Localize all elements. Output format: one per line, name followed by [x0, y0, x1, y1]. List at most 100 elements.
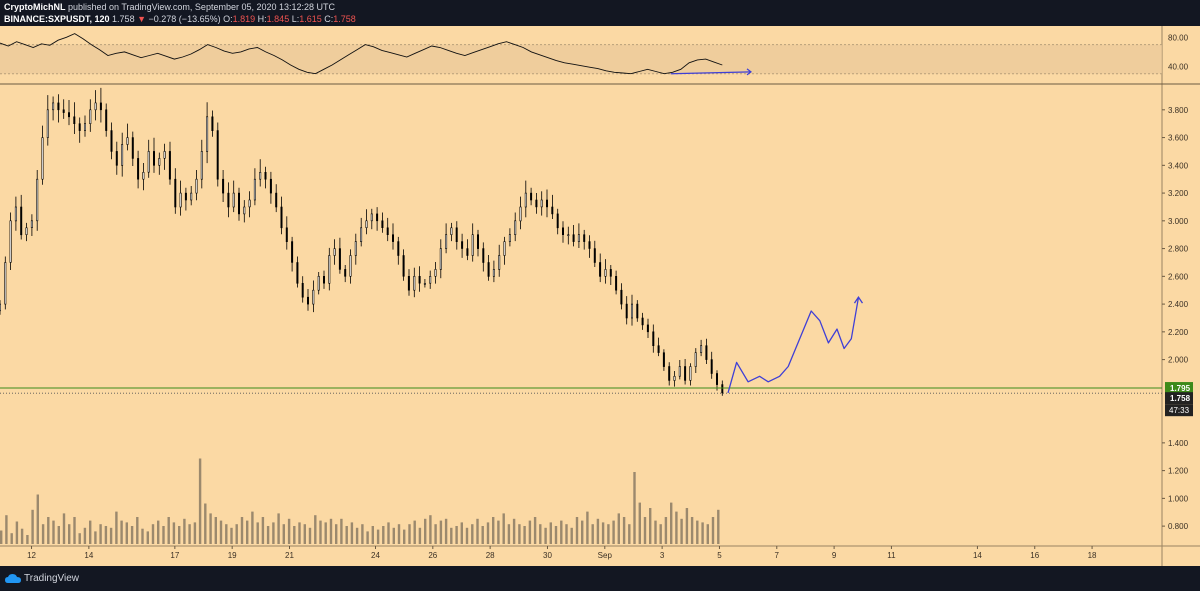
chart-area[interactable]: 3.800 3.600 3.400 3.200 3.000 2.800 2.600 2.400…	[0, 26, 1200, 566]
oscillator-pane	[0, 33, 1162, 75]
projection-arrowhead	[853, 295, 864, 304]
time-tick-label: 3	[660, 551, 665, 560]
time-tick-label: 12	[27, 551, 36, 560]
candle-body	[200, 151, 203, 180]
candle-body	[232, 192, 235, 208]
volume-bar	[711, 517, 715, 544]
symbol-label: BINANCE:SXPUSDT, 120	[4, 14, 110, 24]
candle-body	[721, 384, 724, 394]
volume-bar	[73, 517, 76, 544]
volume-bar	[622, 517, 626, 544]
oscillator-tick-label: 40.00	[1168, 62, 1189, 71]
candle-body	[397, 241, 400, 256]
volume-bar	[162, 526, 165, 544]
time-tick-label: 19	[228, 551, 237, 560]
volume-bar	[183, 518, 186, 544]
volume-bar	[256, 522, 259, 544]
volume-bar	[539, 524, 542, 544]
change-down-icon: ▼	[137, 14, 147, 24]
chart-background	[0, 26, 1200, 566]
support-label-box	[1165, 382, 1193, 395]
low-label: L:	[291, 14, 300, 24]
volume-bar	[230, 527, 233, 544]
low-value: 1.615	[299, 14, 322, 24]
candle-body	[4, 262, 7, 305]
time-tick-label: 18	[1088, 551, 1097, 560]
candle-body	[78, 123, 81, 131]
volume-bar	[151, 524, 155, 544]
volume-bar	[706, 524, 709, 544]
candle-body	[508, 234, 511, 242]
close-value: 1.758	[333, 14, 356, 24]
countdown-box	[1165, 404, 1193, 417]
candle-body	[450, 227, 453, 236]
candle-body	[445, 234, 448, 249]
candle-body	[46, 109, 49, 138]
candle-body	[503, 241, 506, 256]
volume-bar	[10, 533, 13, 544]
volume-bar	[324, 522, 327, 544]
volume-bar	[141, 528, 144, 544]
time-tick-label: 16	[1030, 551, 1039, 560]
volume-bar	[319, 520, 322, 544]
volume-bar	[214, 517, 217, 544]
time-tick-label: Sep	[598, 551, 613, 560]
candle-body	[476, 234, 479, 249]
candle-body	[577, 234, 580, 242]
volume-bar	[591, 524, 594, 544]
volume-bar	[544, 527, 547, 544]
volume-bar	[649, 508, 652, 544]
candle-body	[540, 199, 543, 208]
volume-bar	[664, 517, 668, 544]
volume-bar	[382, 526, 385, 544]
volume-bar	[366, 531, 369, 544]
volume-bar	[78, 533, 81, 544]
candle-body	[599, 262, 602, 277]
volume-bar	[596, 518, 600, 544]
volume-bar	[617, 513, 620, 544]
published-text: published on TradingView.com, September …	[68, 2, 336, 12]
candle-body	[715, 373, 718, 385]
volume-bar	[376, 529, 380, 544]
candle-body	[142, 172, 145, 180]
price-tick-label: 1.200	[1168, 467, 1189, 476]
candle-body	[381, 220, 384, 229]
volume-bar	[680, 518, 683, 544]
price-tick-label: 2.800	[1168, 245, 1189, 254]
candle-body	[498, 255, 501, 270]
volume-bar	[392, 527, 395, 544]
candle-body	[131, 137, 134, 159]
volume-bar	[717, 509, 720, 544]
volume-bar	[565, 524, 568, 544]
candle-body	[126, 137, 129, 145]
volume-bar	[57, 526, 60, 544]
candlesticks	[0, 87, 724, 396]
candle-body	[636, 303, 639, 319]
drawings	[0, 68, 1162, 394]
candle-body	[652, 331, 655, 346]
candle-body	[222, 178, 225, 194]
volume-bar	[99, 524, 102, 544]
candle-body	[99, 102, 102, 111]
volume-bar	[287, 518, 291, 544]
volume-bar	[350, 522, 354, 544]
volume-bar	[581, 520, 584, 544]
volume-bar	[298, 522, 301, 544]
candle-body	[115, 151, 118, 166]
author-name[interactable]: CryptoMichNL	[4, 2, 66, 12]
candle-body	[386, 227, 389, 236]
oscillator-line	[0, 33, 723, 75]
price-chart[interactable]: 3.800 3.600 3.400 3.200 3.000 2.800 2.600 2.400…	[0, 26, 1200, 566]
time-tick-label: 24	[371, 551, 380, 560]
open-label: O:	[223, 14, 233, 24]
oscillator-band	[0, 44, 1162, 74]
volume-bar	[198, 458, 202, 544]
tradingview-logo-text[interactable]: TradingView	[24, 573, 80, 584]
volume-bar	[387, 522, 390, 544]
candle-body	[423, 282, 426, 285]
candle-body	[583, 234, 586, 242]
volume-bar	[607, 524, 610, 544]
countdown-label: 47:33	[1169, 406, 1190, 415]
price-tick-label: 1.400	[1168, 439, 1189, 448]
